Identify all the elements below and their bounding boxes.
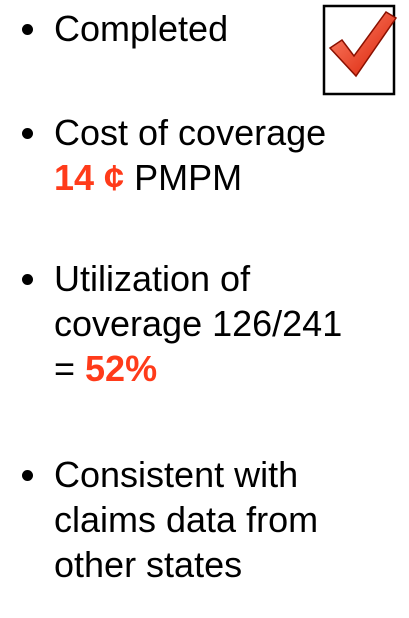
text: = [54,348,86,389]
bullet-line: 14 ¢ PMPM [54,155,242,200]
bullet-dot [22,128,33,139]
text: other states [54,544,243,585]
checkbox-icon [322,4,398,96]
text: Cost of coverage [54,112,327,153]
text: coverage 126/241 [54,303,343,344]
highlight-text: 14 ¢ [54,157,125,198]
highlight-text: 52% [85,348,158,389]
bullet-dot [22,274,33,285]
text: Utilization of [54,258,251,299]
bullet-line: Consistent with [54,452,298,497]
bullet-dot [22,470,33,481]
bullet-line: coverage 126/241 [54,301,342,346]
text: Consistent with [54,454,299,495]
bullet-dot [22,24,33,35]
bullet-line: Cost of coverage [54,110,326,155]
bullet-line: Completed [54,6,228,51]
bullet-line: other states [54,542,242,587]
bullet-line: = 52% [54,346,157,391]
bullet-line: Utilization of [54,256,250,301]
text: Completed [54,8,229,49]
text: claims data from [54,499,319,540]
bullet-line: claims data from [54,497,318,542]
text: PMPM [124,157,243,198]
